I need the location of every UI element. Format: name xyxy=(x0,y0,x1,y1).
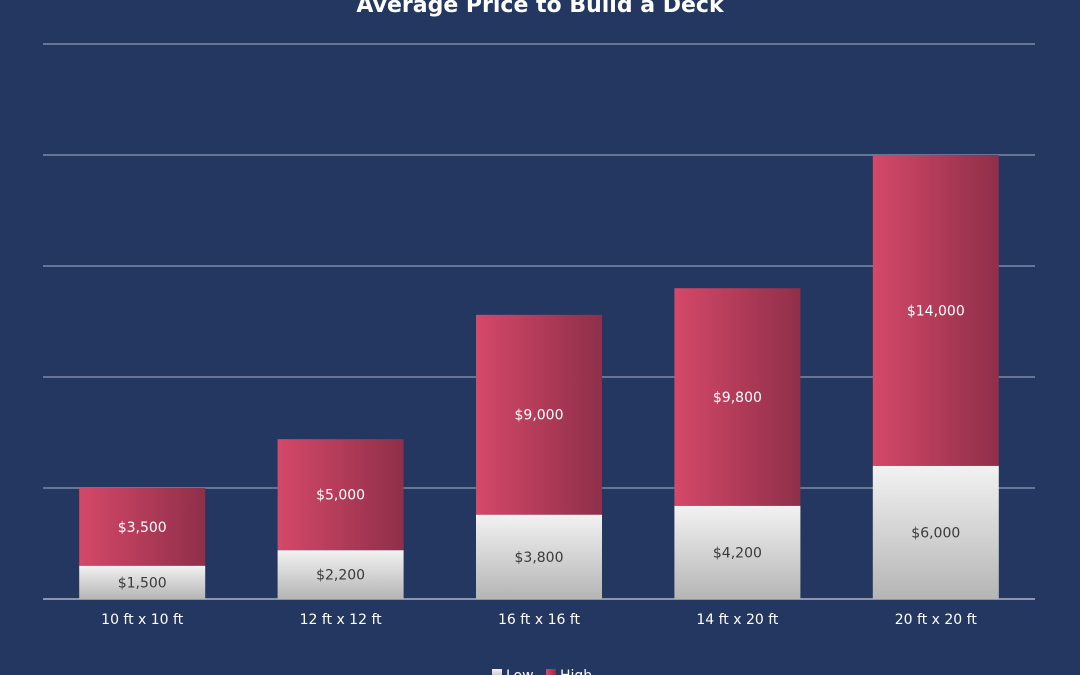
bar-high xyxy=(277,439,404,551)
x-tick-label: 12 ft x 12 ft xyxy=(300,612,383,628)
bar-high xyxy=(79,488,206,566)
x-tick-label: 10 ft x 10 ft xyxy=(101,612,184,628)
legend-swatch xyxy=(492,669,502,675)
bar-low xyxy=(277,550,404,599)
bar-high xyxy=(674,288,801,506)
legend-label: High xyxy=(560,668,592,675)
chart-title: Average Price to Build a Deck xyxy=(356,0,725,18)
bar-low xyxy=(79,565,206,599)
bar-low xyxy=(872,465,999,599)
data-label-low: $3,800 xyxy=(515,550,564,566)
x-tick-label: 14 ft x 20 ft xyxy=(696,612,779,628)
x-tick-label: 16 ft x 16 ft xyxy=(498,612,581,628)
data-label-low: $1,500 xyxy=(118,575,167,591)
data-label-high: $9,800 xyxy=(713,390,762,406)
legend: Low High xyxy=(492,668,592,675)
bar-low xyxy=(476,514,602,599)
bar-high xyxy=(872,155,999,466)
x-axis-ticks: 10 ft x 10 ft 12 ft x 12 ft 16 ft x 16 ft 1… xyxy=(101,612,977,628)
x-tick-label: 20 ft x 20 ft xyxy=(895,612,978,628)
legend-label: Low xyxy=(506,668,534,675)
data-label-high: $14,000 xyxy=(907,303,965,319)
data-labels: $1,500 $3,500 $2,200 $5,000 $3,800 $9,000 $4,2… xyxy=(118,303,965,591)
data-label-high: $3,500 xyxy=(118,520,167,536)
data-label-low: $4,200 xyxy=(713,545,762,561)
data-label-low: $6,000 xyxy=(911,525,960,541)
legend-swatch xyxy=(546,669,556,675)
bars xyxy=(79,155,999,599)
bar-high xyxy=(476,314,602,515)
data-label-high: $5,000 xyxy=(316,488,365,504)
data-label-low: $2,200 xyxy=(316,568,365,584)
bar-low xyxy=(674,505,801,599)
data-label-high: $9,000 xyxy=(515,408,564,424)
